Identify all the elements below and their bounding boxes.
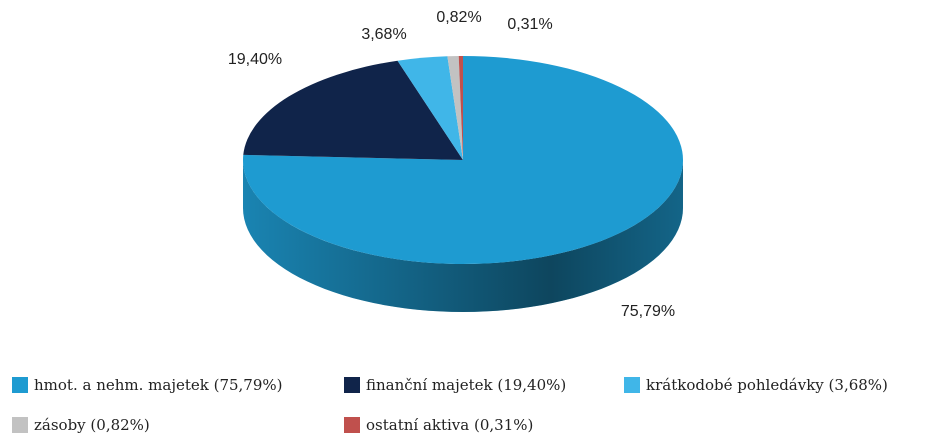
pie-slice — [243, 56, 683, 265]
legend-swatch — [12, 377, 28, 393]
legend-label: zásoby (0,82%) — [34, 416, 150, 434]
data-label: 3,68% — [361, 26, 406, 43]
data-label: 0,31% — [507, 16, 552, 33]
legend-swatch — [12, 417, 28, 433]
legend-swatch — [624, 377, 640, 393]
pie-slice — [243, 60, 463, 160]
pie-slice — [458, 56, 463, 160]
legend-label: hmot. a nehm. majetek (75,79%) — [34, 376, 283, 394]
legend-label: krátkodobé pohledávky (3,68%) — [646, 376, 888, 394]
pie-slice — [447, 56, 463, 160]
legend-swatch — [344, 377, 360, 393]
pie-side-shade — [243, 160, 683, 312]
data-label: 19,40% — [228, 51, 282, 68]
data-label: 75,79% — [621, 303, 675, 320]
pie-slice — [397, 56, 463, 160]
data-label: 0,82% — [436, 9, 481, 26]
legend-swatch — [344, 417, 360, 433]
legend-label: finanční majetek (19,40%) — [366, 376, 566, 394]
legend-label: ostatní aktiva (0,31%) — [366, 416, 533, 434]
